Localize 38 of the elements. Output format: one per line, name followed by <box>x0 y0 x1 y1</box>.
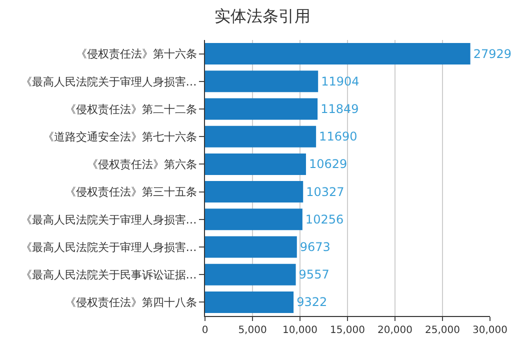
bar <box>205 236 297 258</box>
x-tick-label: 15,000 <box>330 325 365 336</box>
data-label: 27929 <box>473 46 512 61</box>
y-tick-label: 《道路交通安全法》第七十六条 <box>42 130 197 144</box>
x-tick-label: 10,000 <box>282 325 318 336</box>
bar <box>205 153 306 175</box>
bar <box>205 98 318 120</box>
x-tick-label: 0 <box>202 325 208 336</box>
y-tick-label: 《侵权责任法》第六条 <box>86 158 197 172</box>
y-tick-label: 《最高人民法院关于审理人身损害… <box>20 75 197 88</box>
y-tick-label: 《侵权责任法》第十六条 <box>76 48 197 61</box>
bar <box>205 291 294 313</box>
chart-title: 实体法条引用 <box>214 6 310 26</box>
bar <box>205 70 318 92</box>
data-label: 11904 <box>321 74 360 88</box>
bar <box>205 126 316 148</box>
data-label: 9673 <box>300 240 330 254</box>
y-tick-label: 《侵权责任法》第二十二条 <box>64 102 197 116</box>
x-tick-label: 25,000 <box>425 325 460 336</box>
data-label: 9322 <box>296 295 328 310</box>
x-tick-label: 20,000 <box>378 325 412 336</box>
y-tick-label: 《最高人民法院关于民事诉讼证据… <box>20 268 197 282</box>
y-tick-label: 《最高人民法院关于审理人身损害… <box>20 213 197 226</box>
bar <box>205 208 302 230</box>
x-tick-label: 5,000 <box>238 325 267 336</box>
y-tick-label: 《最高人民法院关于审理人身损害… <box>20 240 197 254</box>
data-label: 9557 <box>298 268 330 282</box>
y-tick-label: 《侵权责任法》第四十八条 <box>64 296 197 310</box>
bar <box>205 264 296 286</box>
data-label: 10327 <box>306 184 344 199</box>
y-tick-label: 《侵权责任法》第三十五条 <box>64 186 197 199</box>
x-tick-label: 30,000 <box>472 325 508 336</box>
data-label: 11849 <box>320 102 359 116</box>
data-label: 10629 <box>308 157 348 172</box>
data-label: 10256 <box>305 212 344 226</box>
data-label: 11690 <box>319 130 358 144</box>
bar <box>205 181 304 203</box>
bar <box>205 43 470 65</box>
